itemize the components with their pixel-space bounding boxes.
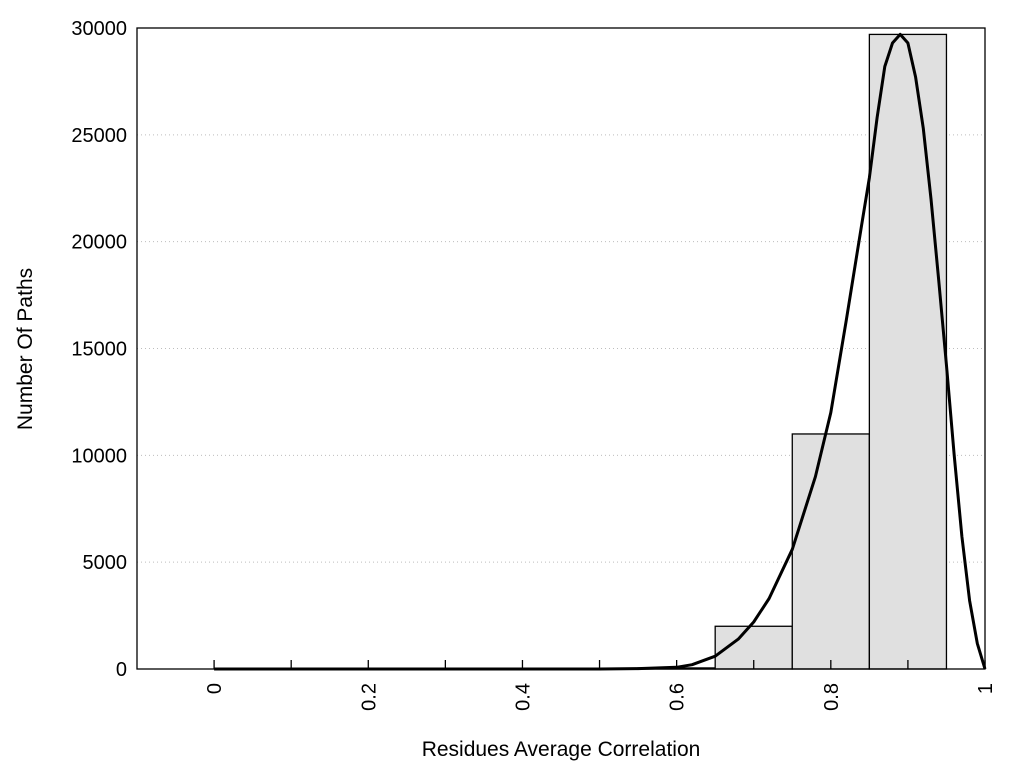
histogram-bar	[791, 433, 871, 670]
y-tick-label: 5000	[83, 552, 128, 574]
y-tick-label: 20000	[71, 232, 127, 254]
x-tick-label: 0.6	[667, 683, 689, 711]
x-tick-label: 0.2	[358, 683, 380, 711]
gridlines	[137, 134, 985, 563]
y-tick-label: 30000	[71, 18, 127, 40]
y-axis-title: Number Of Paths	[14, 268, 37, 430]
histogram-bar	[868, 33, 948, 670]
y-axis: 0 5000 10000 15000 20000 25000 30000	[71, 18, 127, 681]
y-tick-label: 10000	[71, 445, 127, 467]
x-tick-label: 0	[204, 683, 226, 694]
x-tick-label: 1	[975, 683, 997, 694]
x-axis-title: Residues Average Correlation	[422, 738, 701, 761]
plot-frame	[136, 27, 986, 670]
y-tick-label: 25000	[71, 125, 127, 147]
x-tick-label: 0.4	[512, 683, 534, 711]
bars	[637, 33, 948, 670]
fit-curve	[214, 32, 987, 671]
y-tick-label: 15000	[71, 339, 127, 361]
x-tick-label: 0.8	[821, 683, 843, 711]
y-tick-label: 0	[116, 659, 127, 681]
fit-curve-layer	[214, 32, 987, 671]
x-axis: 0 0.2 0.4 0.6 0.8 1	[204, 660, 997, 711]
